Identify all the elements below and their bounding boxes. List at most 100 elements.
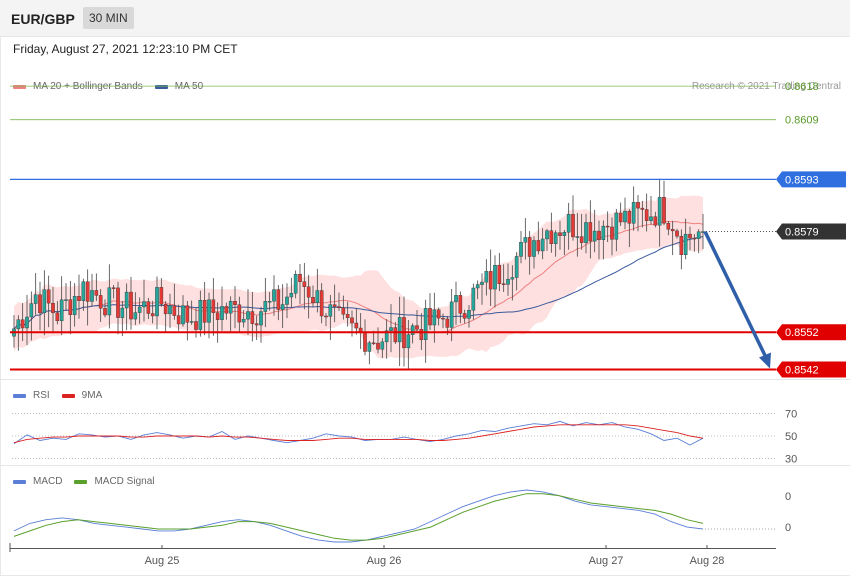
candle xyxy=(493,255,497,308)
candle-body xyxy=(263,301,268,312)
macd-line xyxy=(13,489,704,543)
price-tag-last xyxy=(776,223,846,240)
candle-body xyxy=(532,240,536,257)
candle xyxy=(562,229,567,256)
candle-body xyxy=(33,294,38,304)
candle-body xyxy=(228,300,233,314)
candle xyxy=(571,195,575,241)
candle xyxy=(85,269,90,326)
candle-body xyxy=(20,319,25,329)
candle xyxy=(272,275,276,316)
macd-legend: MACD MACD Signal xyxy=(13,476,166,487)
candle-body xyxy=(116,287,120,318)
candle-body xyxy=(579,236,584,243)
candle-body xyxy=(462,313,467,319)
candle-body xyxy=(172,305,177,316)
candle-body xyxy=(42,289,47,314)
price-tag-support xyxy=(776,324,846,341)
candle xyxy=(72,283,77,327)
candle xyxy=(46,275,51,328)
candle-body xyxy=(488,271,493,290)
candle-body xyxy=(311,297,315,304)
candle xyxy=(220,286,224,331)
candle-body xyxy=(545,230,549,240)
candle-body xyxy=(627,210,632,224)
candle-body xyxy=(436,309,441,319)
candle xyxy=(605,211,610,243)
candle xyxy=(389,304,393,353)
candle xyxy=(636,194,640,232)
legend-item-macd: MACD xyxy=(13,476,62,487)
candle-body xyxy=(98,295,103,309)
candle xyxy=(332,284,337,323)
legend-swatch xyxy=(13,479,26,484)
candle-body xyxy=(367,342,372,352)
price-label: 0.8542 xyxy=(785,365,819,377)
candle xyxy=(337,292,341,311)
candle-body xyxy=(81,281,86,301)
candle-body xyxy=(85,281,90,302)
candle-body xyxy=(683,233,688,256)
chart-header: EUR/GBP 30 MIN xyxy=(0,0,850,37)
candle xyxy=(675,228,679,239)
candle-body xyxy=(285,296,289,305)
timeframe-badge[interactable]: 30 MIN xyxy=(83,7,134,29)
candle-body xyxy=(176,315,181,325)
candle-body xyxy=(380,341,385,350)
candle-body xyxy=(181,305,185,325)
candle-body xyxy=(696,231,701,239)
candle xyxy=(384,319,389,359)
candle xyxy=(64,283,68,311)
legend-label: 9MA xyxy=(81,390,103,401)
candle-body xyxy=(588,222,593,242)
candle-body xyxy=(129,291,133,320)
candle-body xyxy=(679,236,684,256)
candle-body xyxy=(155,287,159,317)
candle xyxy=(432,292,437,343)
candle xyxy=(584,213,588,254)
candle xyxy=(254,315,259,341)
candle xyxy=(181,295,185,327)
candle xyxy=(237,296,242,332)
candle-body xyxy=(575,236,580,238)
candle-body xyxy=(207,299,211,323)
candle xyxy=(51,287,55,334)
candle xyxy=(306,274,311,319)
candle xyxy=(163,301,168,333)
candle xyxy=(285,283,289,319)
candle-body xyxy=(514,256,519,278)
candle xyxy=(211,278,216,336)
candle xyxy=(298,263,302,305)
candle xyxy=(683,218,688,260)
candle-body xyxy=(289,293,294,298)
candle-body xyxy=(280,304,285,310)
candle xyxy=(380,338,385,358)
candle xyxy=(189,300,194,325)
candle xyxy=(315,268,320,313)
x-tick-label: Aug 26 xyxy=(367,555,402,567)
candle xyxy=(233,286,237,329)
candle xyxy=(124,283,129,331)
candle xyxy=(159,278,164,307)
candle-body xyxy=(120,307,125,318)
candle-body xyxy=(315,290,320,304)
candle-body xyxy=(163,304,168,315)
candle xyxy=(679,229,684,270)
candle xyxy=(25,294,29,346)
candle-body xyxy=(432,309,437,326)
candle-body xyxy=(423,308,428,341)
pair-title: EUR/GBP xyxy=(11,11,75,27)
candle xyxy=(475,280,480,300)
candle xyxy=(692,234,697,252)
candle-body xyxy=(298,274,302,282)
candle-body xyxy=(497,265,502,284)
candle-body xyxy=(137,306,142,313)
candle xyxy=(627,209,632,248)
candle-body xyxy=(406,334,411,349)
candle xyxy=(176,304,181,331)
candle xyxy=(553,230,558,257)
candle xyxy=(436,307,441,326)
candle-body xyxy=(675,230,679,237)
candle-body xyxy=(449,301,454,328)
